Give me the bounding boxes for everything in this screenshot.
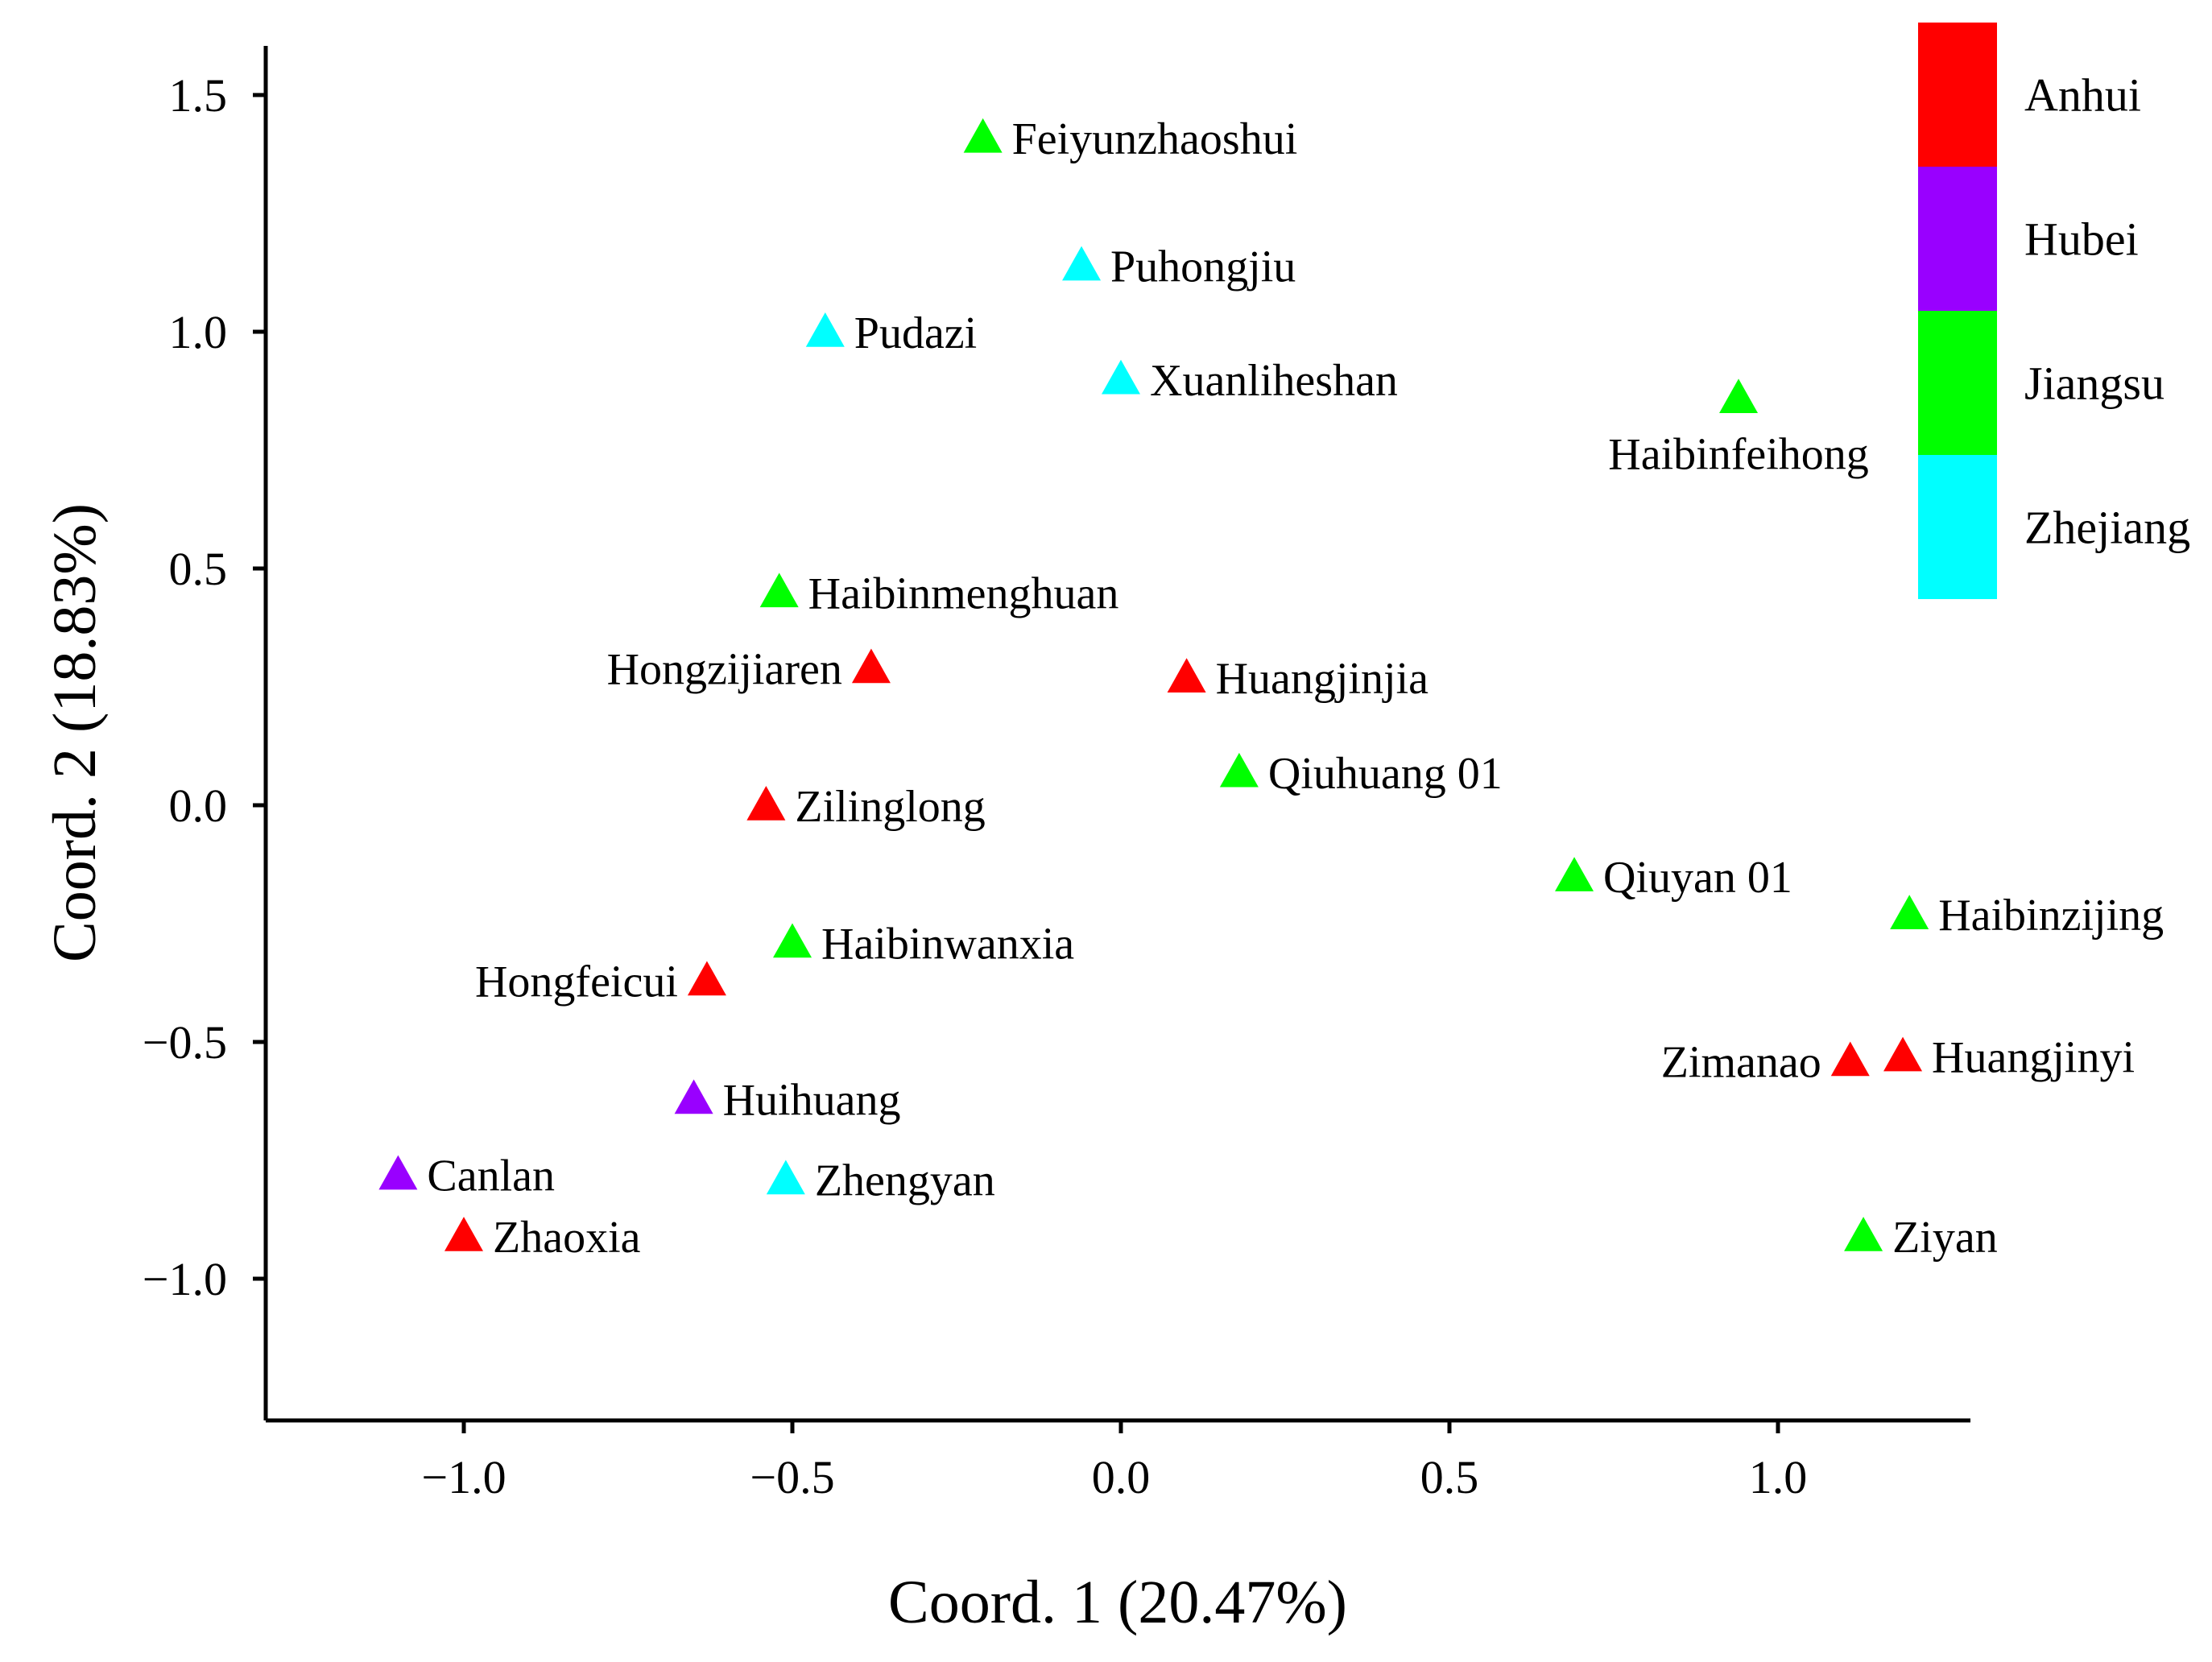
point-huangjinyi: Huangjinyi: [1883, 1033, 2135, 1083]
x-tick-label: 1.0: [1749, 1451, 1808, 1503]
legend-item-hubei: Hubei: [1918, 167, 2139, 311]
y-tick-label: 1.0: [169, 306, 228, 358]
point-label: Hongfeicui: [475, 957, 678, 1007]
legend-swatch: [1918, 167, 1997, 311]
point-zilinglong: Zilinglong: [746, 782, 986, 832]
point-label: Zilinglong: [795, 782, 985, 832]
point-marker: [963, 118, 1003, 153]
point-label: Ziyan: [1892, 1213, 1998, 1263]
y-tick-label: −1.0: [143, 1253, 227, 1305]
point-label: Haibinfeihong: [1608, 429, 1868, 479]
point-haibinmenghuan: Haibinmenghuan: [759, 568, 1119, 618]
point-label: Qiuyan 01: [1603, 853, 1792, 903]
point-huangjinjia: Huangjinjia: [1167, 654, 1429, 704]
legend-swatch: [1918, 311, 1997, 455]
point-qiuhuang-01: Qiuhuang 01: [1219, 749, 1503, 799]
legend-label: Hubei: [2024, 213, 2139, 266]
point-zhaoxia: Zhaoxia: [444, 1213, 641, 1263]
legend-item-zhejiang: Zhejiang: [1918, 455, 2190, 599]
legend-swatch: [1918, 455, 1997, 599]
point-zhengyan: Zhengyan: [766, 1156, 995, 1206]
x-tick-label: 0.0: [1092, 1451, 1151, 1503]
point-label: Huangjinjia: [1216, 654, 1429, 704]
x-axis-title: Coord. 1 (20.47%): [888, 1569, 1347, 1636]
x-ticks: −1.0 −0.5 0.0 0.5 1.0: [421, 1420, 1807, 1503]
point-hongzijiaren: Hongzijiaren: [607, 644, 891, 694]
point-label: Zimanao: [1661, 1038, 1821, 1088]
point-zimanao: Zimanao: [1661, 1038, 1870, 1088]
point-label: Huihuang: [723, 1076, 901, 1126]
point-marker: [1890, 895, 1929, 929]
point-label: Huangjinyi: [1932, 1033, 2135, 1083]
point-marker: [1830, 1041, 1870, 1077]
point-puhongjiu: Puhongjiu: [1062, 242, 1296, 292]
point-label: Xuanliheshan: [1150, 356, 1398, 406]
point-label: Haibinzijing: [1938, 891, 2164, 941]
point-marker: [805, 312, 845, 347]
point-qiuyan-01: Qiuyan 01: [1555, 853, 1792, 903]
point-label: Haibinmenghuan: [808, 568, 1119, 618]
point-ziyan: Ziyan: [1844, 1213, 1998, 1263]
x-tick-label: −1.0: [421, 1451, 506, 1503]
point-marker: [378, 1155, 418, 1190]
point-hongfeicui: Hongfeicui: [475, 957, 726, 1007]
legend-item-anhui: Anhui: [1918, 23, 2141, 167]
point-label: Canlan: [427, 1151, 555, 1201]
point-marker: [687, 961, 726, 996]
legend-swatch: [1918, 23, 1997, 167]
point-canlan: Canlan: [378, 1151, 555, 1201]
point-marker: [444, 1217, 483, 1251]
point-haibinfeihong: Haibinfeihong: [1608, 378, 1869, 479]
point-feiyunzhaoshui: Feiyunzhaoshui: [963, 114, 1298, 164]
point-label: Zhaoxia: [493, 1213, 641, 1263]
point-marker: [851, 648, 891, 684]
point-marker: [1062, 246, 1102, 281]
legend: Anhui Hubei Jiangsu Zhejiang: [1918, 23, 2190, 599]
point-haibinzijing: Haibinzijing: [1890, 891, 2164, 941]
legend-item-jiangsu: Jiangsu: [1918, 311, 2164, 455]
y-axis-title: Coord. 2 (18.83%): [41, 503, 109, 962]
point-marker: [674, 1079, 713, 1114]
data-points: Feiyunzhaoshui Puhongjiu Pudazi Xuanlihesha…: [378, 114, 2164, 1263]
x-tick-label: −0.5: [750, 1451, 834, 1503]
legend-label: Jiangsu: [2024, 358, 2164, 410]
point-label: Zhengyan: [815, 1156, 995, 1206]
point-haibinwanxia: Haibinwanxia: [773, 920, 1074, 970]
point-label: Qiuhuang 01: [1268, 749, 1503, 799]
point-label: Haibinwanxia: [821, 920, 1074, 970]
point-marker: [1555, 857, 1594, 891]
point-pudazi: Pudazi: [805, 308, 977, 358]
point-marker: [1719, 378, 1759, 414]
point-marker: [1219, 752, 1259, 788]
y-ticks: −1.0 −0.5 0.0 0.5 1.0 1.5: [143, 69, 266, 1305]
y-tick-label: 0.0: [169, 779, 228, 832]
point-marker: [759, 573, 799, 608]
point-marker: [1102, 359, 1140, 395]
x-tick-label: 0.5: [1420, 1451, 1479, 1503]
point-xuanliheshan: Xuanliheshan: [1102, 356, 1398, 406]
point-marker: [746, 786, 786, 821]
y-tick-label: 1.5: [169, 69, 228, 122]
point-label: Hongzijiaren: [607, 644, 842, 694]
legend-label: Zhejiang: [2024, 502, 2190, 554]
point-marker: [766, 1160, 805, 1195]
y-tick-label: 0.5: [169, 543, 228, 595]
point-marker: [773, 923, 812, 958]
y-tick-label: −0.5: [143, 1016, 227, 1069]
point-marker: [1167, 658, 1206, 692]
point-label: Puhongjiu: [1110, 242, 1296, 292]
legend-label: Anhui: [2024, 69, 2141, 122]
point-marker: [1844, 1217, 1883, 1251]
point-marker: [1883, 1036, 1923, 1072]
point-label: Pudazi: [854, 308, 977, 358]
point-huihuang: Huihuang: [674, 1076, 901, 1126]
axes: [263, 46, 1970, 1423]
point-label: Feiyunzhaoshui: [1012, 114, 1298, 164]
